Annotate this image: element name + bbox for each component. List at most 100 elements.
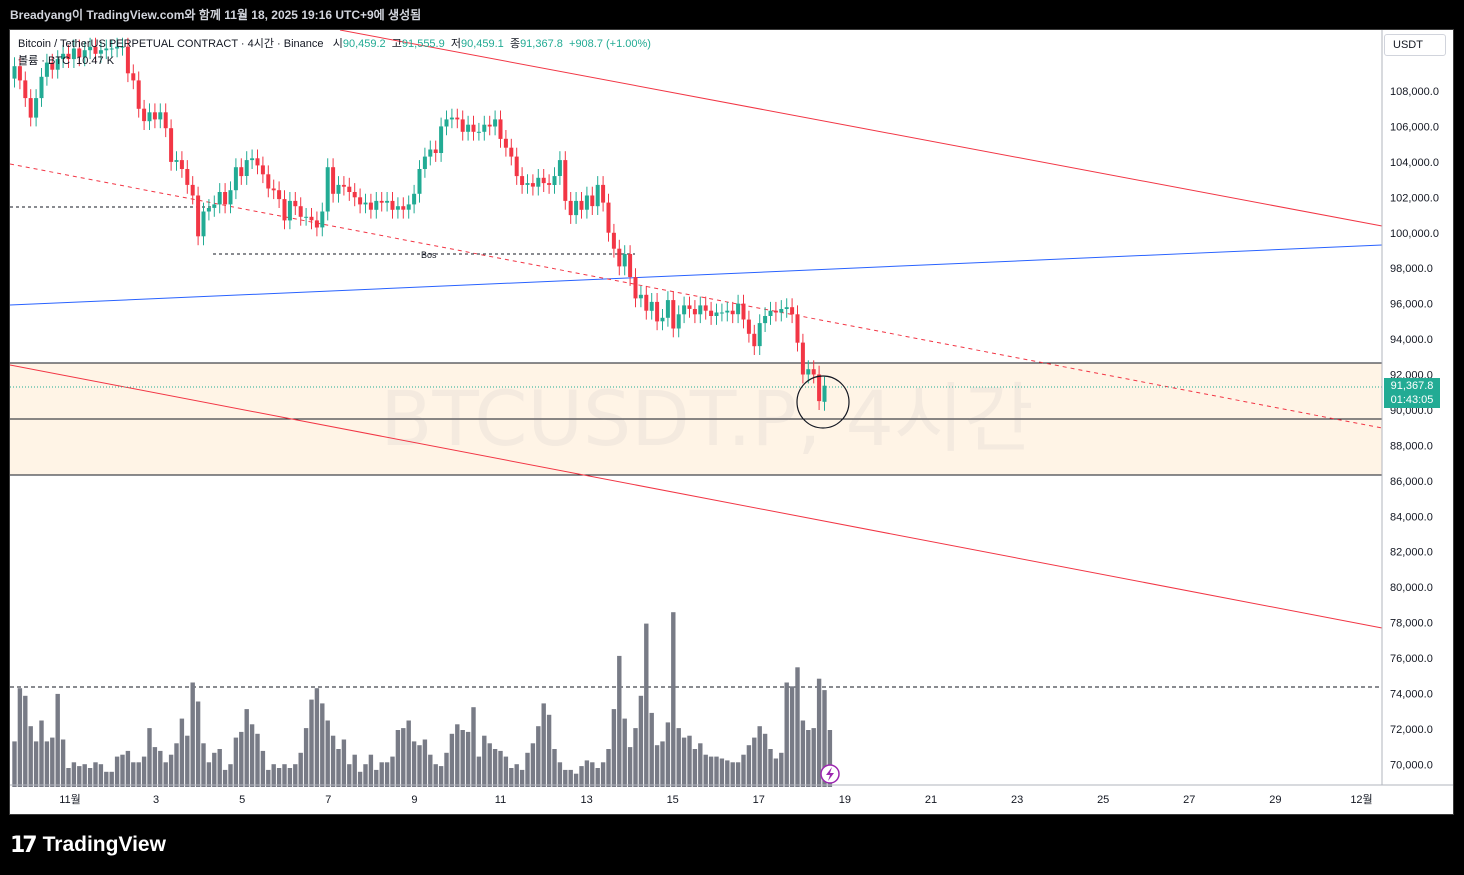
candle-body[interactable] xyxy=(449,117,454,120)
candle-body[interactable] xyxy=(487,124,492,127)
candle-body[interactable] xyxy=(725,310,730,313)
candle-body[interactable] xyxy=(476,131,481,133)
candle-body[interactable] xyxy=(77,48,82,58)
candle-body[interactable] xyxy=(784,307,789,309)
candle-body[interactable] xyxy=(374,200,379,210)
currency-button[interactable]: USDT xyxy=(1384,34,1446,56)
candle-body[interactable] xyxy=(196,195,201,237)
candle-body[interactable] xyxy=(109,48,114,50)
candle-body[interactable] xyxy=(61,53,66,60)
candle-body[interactable] xyxy=(260,165,265,175)
candle-body[interactable] xyxy=(655,301,660,322)
candle-body[interactable] xyxy=(698,305,703,315)
candle-body[interactable] xyxy=(611,232,616,249)
candle-body[interactable] xyxy=(530,183,535,187)
candle-body[interactable] xyxy=(12,66,17,79)
candle-body[interactable] xyxy=(676,314,681,329)
candle-body[interactable] xyxy=(325,167,330,212)
candle-body[interactable] xyxy=(795,314,800,343)
candle-body[interactable] xyxy=(509,147,514,157)
candle-body[interactable] xyxy=(287,200,292,221)
candle-body[interactable] xyxy=(250,158,255,161)
candle-body[interactable] xyxy=(66,53,71,60)
candle-body[interactable] xyxy=(142,108,147,122)
candle-body[interactable] xyxy=(466,124,471,132)
candle-body[interactable] xyxy=(417,169,422,194)
candle-body[interactable] xyxy=(239,167,244,177)
candle-body[interactable] xyxy=(223,192,228,205)
candle-body[interactable] xyxy=(271,188,276,191)
candle-body[interactable] xyxy=(520,176,525,185)
candle-body[interactable] xyxy=(687,305,692,309)
candle-body[interactable] xyxy=(649,301,654,311)
symbol-description[interactable]: Bitcoin / TetherUS PERPETUAL CONTRACT · … xyxy=(18,38,324,50)
chart-frame[interactable]: BTCUSDT.P, 4시간 Bos 70,000.0 72,000.0 74,00… xyxy=(9,29,1454,815)
candle-body[interactable] xyxy=(217,192,222,205)
candle-body[interactable] xyxy=(255,158,260,166)
candle-body[interactable] xyxy=(590,195,595,207)
highlight-circle[interactable] xyxy=(796,375,850,429)
candle-body[interactable] xyxy=(50,62,55,70)
candle-body[interactable] xyxy=(790,307,795,315)
candle-body[interactable] xyxy=(17,66,22,81)
candle-body[interactable] xyxy=(709,310,714,316)
candle-body[interactable] xyxy=(185,169,190,185)
candle-body[interactable] xyxy=(595,184,600,207)
candle-body[interactable] xyxy=(341,184,346,187)
candle-body[interactable] xyxy=(730,310,735,315)
candle-body[interactable] xyxy=(428,149,433,157)
candle-body[interactable] xyxy=(811,369,816,375)
candle-body[interactable] xyxy=(444,119,449,127)
candle-body[interactable] xyxy=(34,98,39,118)
candle-body[interactable] xyxy=(309,216,314,221)
candle-body[interactable] xyxy=(422,156,427,169)
candle-body[interactable] xyxy=(82,50,87,58)
candle-body[interactable] xyxy=(277,190,282,200)
candle-body[interactable] xyxy=(379,200,384,203)
chart-canvas[interactable]: BTCUSDT.P, 4시간 Bos 70,000.0 72,000.0 74,00… xyxy=(10,30,1453,814)
candle-body[interactable] xyxy=(665,300,670,318)
candle-body[interactable] xyxy=(806,369,811,375)
candle-body[interactable] xyxy=(692,309,697,315)
candle-body[interactable] xyxy=(763,316,768,324)
candle-body[interactable] xyxy=(293,200,298,207)
candle-body[interactable] xyxy=(660,317,665,322)
candle-body[interactable] xyxy=(779,309,784,313)
candle-body[interactable] xyxy=(412,193,417,205)
candle-body[interactable] xyxy=(741,303,746,320)
candle-body[interactable] xyxy=(98,50,103,54)
candle-body[interactable] xyxy=(800,342,805,375)
candle-body[interactable] xyxy=(579,200,584,210)
tradingview-logo[interactable]: 17 TradingView xyxy=(10,832,166,858)
candle-body[interactable] xyxy=(736,303,741,315)
candle-body[interactable] xyxy=(638,294,643,299)
candle-body[interactable] xyxy=(320,211,325,228)
candle-body[interactable] xyxy=(347,186,352,192)
trendline-upper-red[interactable] xyxy=(339,30,1383,227)
candle-body[interactable] xyxy=(671,300,676,329)
candle-body[interactable] xyxy=(401,206,406,210)
candle-body[interactable] xyxy=(557,160,562,176)
trendline-lower-red[interactable] xyxy=(10,364,1383,629)
candle-body[interactable] xyxy=(817,374,822,402)
candle-body[interactable] xyxy=(39,76,44,99)
candle-body[interactable] xyxy=(541,177,546,184)
candle-body[interactable] xyxy=(455,117,460,120)
candle-body[interactable] xyxy=(622,254,627,267)
candle-body[interactable] xyxy=(352,192,357,198)
candle-body[interactable] xyxy=(212,204,217,208)
candle-body[interactable] xyxy=(304,216,309,218)
candle-body[interactable] xyxy=(115,46,120,49)
candle-body[interactable] xyxy=(773,310,778,313)
candle-body[interactable] xyxy=(358,197,363,205)
candle-body[interactable] xyxy=(714,312,719,317)
candle-body[interactable] xyxy=(152,112,157,120)
candle-body[interactable] xyxy=(120,46,125,48)
candle-body[interactable] xyxy=(169,128,174,162)
candle-body[interactable] xyxy=(331,167,336,194)
candle-body[interactable] xyxy=(633,277,638,299)
candle-body[interactable] xyxy=(179,160,184,169)
candle-body[interactable] xyxy=(439,126,444,153)
candle-body[interactable] xyxy=(768,310,773,316)
candle-body[interactable] xyxy=(719,312,724,314)
